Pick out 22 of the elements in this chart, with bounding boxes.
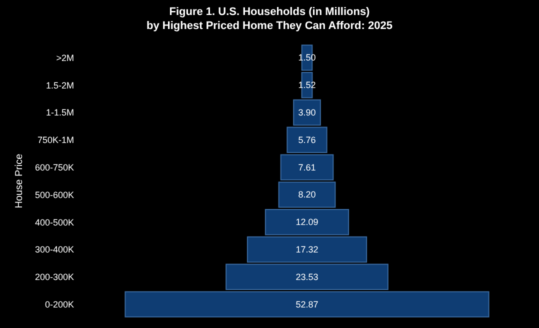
data-label: 17.32 <box>296 244 318 254</box>
category-label: 750K-1M <box>37 135 74 146</box>
data-label: 1.52 <box>298 80 316 90</box>
category-label: 400-500K <box>34 217 74 228</box>
data-label: 52.87 <box>296 299 318 310</box>
text: Figure 1. U.S. Households (in Millions) by Highest Priced Home They Can Afford: 2025 <box>146 6 392 32</box>
category-label: 200-300K <box>34 272 74 282</box>
category-label: 300-400K <box>34 244 74 255</box>
category-label: 1.5-2M <box>46 80 74 90</box>
category-label: 600-750K <box>34 162 74 172</box>
data-label: 5.76 <box>298 134 316 145</box>
category-label: >2M <box>56 52 74 63</box>
text: House Price <box>14 153 25 208</box>
data-label: 1.50 <box>298 52 316 63</box>
category-label: 1-1.5M <box>46 108 74 118</box>
category-label: 500-600K <box>34 190 74 200</box>
data-label: 8.20 <box>298 190 316 200</box>
data-label: 12.09 <box>296 217 318 228</box>
category-label: 0-200K <box>44 299 74 310</box>
data-label: 23.53 <box>296 272 318 282</box>
data-label: 7.61 <box>298 162 316 172</box>
data-label: 3.90 <box>298 108 316 118</box>
